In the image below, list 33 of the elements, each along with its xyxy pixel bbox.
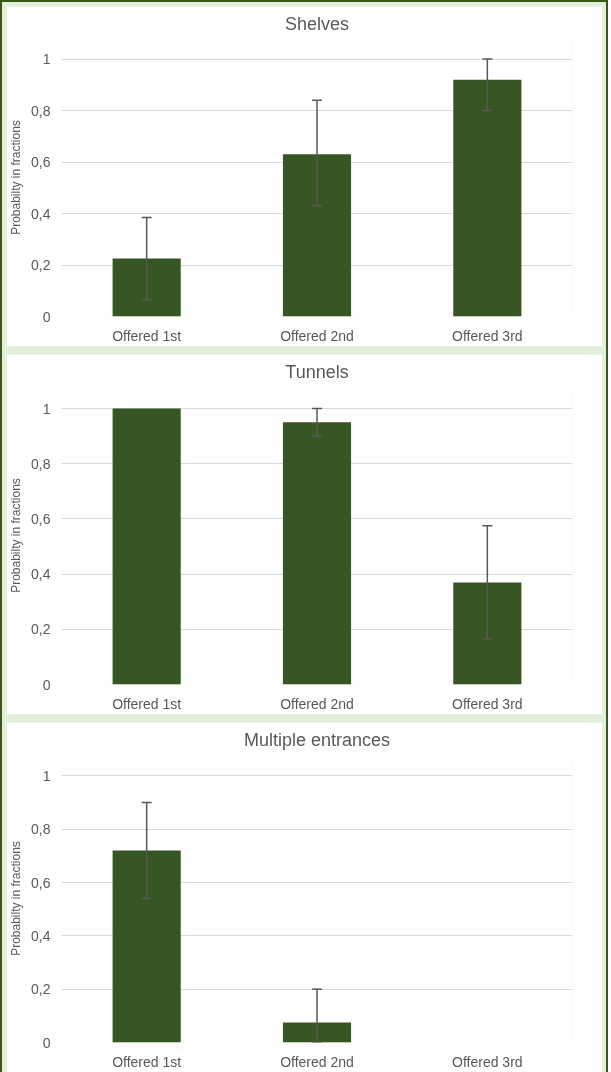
- y-tick-label: 0,4: [31, 205, 51, 222]
- y-tick-label: 0,2: [31, 981, 51, 998]
- y-tick-label: 1: [42, 400, 51, 417]
- y-tick-label: 0,8: [31, 821, 51, 838]
- x-tick-label: Offered 1st: [112, 1053, 182, 1070]
- chart-title: Multiple entrances: [243, 729, 391, 750]
- y-tick-label: 0,2: [31, 621, 51, 638]
- y-tick-label: 1: [42, 767, 51, 784]
- x-tick-label: Offered 2nd: [280, 327, 354, 344]
- x-tick-label: Offered 3rd: [452, 695, 523, 712]
- y-tick-label: 0: [42, 676, 51, 693]
- y-tick-label: 0,8: [31, 102, 51, 119]
- x-tick-label: Offered 3rd: [452, 1053, 523, 1070]
- x-tick-label: Offered 3rd: [452, 327, 523, 344]
- y-axis-title: Probabilty in fractions: [9, 478, 24, 593]
- y-tick-label: 0,6: [31, 510, 51, 527]
- y-tick-label: 0: [42, 1034, 51, 1051]
- y-axis-title: Probabilty in fractions: [9, 841, 24, 956]
- y-tick-label: 0,6: [31, 874, 51, 891]
- y-axis-title: Probabilty in fractions: [9, 120, 24, 235]
- y-tick-label: 0,8: [31, 455, 51, 472]
- x-tick-label: Offered 2nd: [280, 1053, 354, 1070]
- y-tick-label: 0,2: [31, 257, 51, 274]
- x-tick-label: Offered 2nd: [280, 695, 354, 712]
- y-tick-label: 0,6: [31, 154, 51, 171]
- y-tick-label: 0,4: [31, 927, 51, 944]
- y-tick-label: 0: [42, 308, 51, 325]
- y-tick-label: 0,4: [31, 566, 51, 583]
- x-tick-label: Offered 1st: [112, 327, 182, 344]
- y-tick-label: 1: [42, 51, 51, 68]
- chart-title: Tunnels: [285, 361, 349, 382]
- chart-title: Shelves: [284, 13, 350, 34]
- x-tick-label: Offered 1st: [112, 695, 182, 712]
